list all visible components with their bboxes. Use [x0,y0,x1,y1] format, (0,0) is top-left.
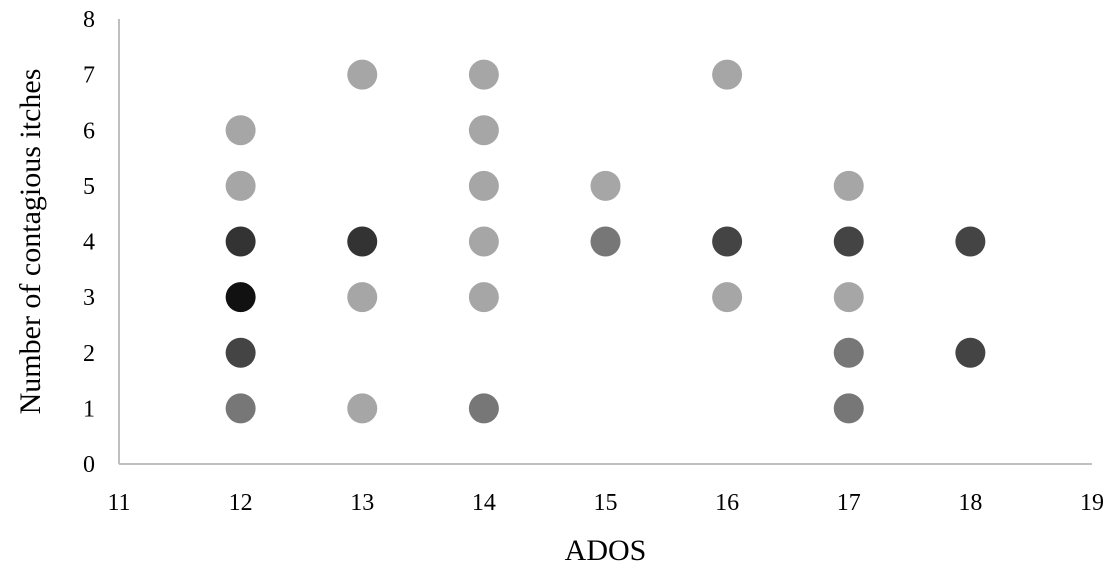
y-axis-title: Number of contagious itches [14,69,47,415]
scatter-point [468,393,499,424]
scatter-point [347,226,378,257]
x-tick-label: 16 [715,490,739,516]
scatter-point [712,226,743,257]
scatter-point [347,393,378,424]
x-tick-label: 13 [350,490,374,516]
y-tick-label: 5 [83,174,95,200]
scatter-point [468,115,499,146]
scatter-point [590,170,621,201]
x-tick-label: 11 [107,490,130,516]
y-tick-label: 8 [83,7,95,33]
data-points [225,59,986,424]
x-tick-label: 17 [837,490,861,516]
scatter-point [955,337,986,368]
y-tick-label: 4 [83,230,95,256]
scatter-point [468,170,499,201]
scatter-point [468,59,499,90]
y-tick-label: 3 [83,285,95,311]
scatter-point [955,226,986,257]
y-tick-label: 2 [83,341,95,367]
y-tick-label: 7 [83,63,95,89]
x-axis: 11 12 13 14 15 16 17 18 19 [107,463,1104,516]
x-tick-label: 12 [229,490,253,516]
scatter-point [225,337,256,368]
scatter-point [833,393,864,424]
scatter-point [225,393,256,424]
scatter-point [225,115,256,146]
x-tick-label: 19 [1080,490,1104,516]
scatter-point [225,282,256,313]
y-axis: 0 1 2 3 4 5 6 7 8 [83,7,120,478]
scatter-point [833,170,864,201]
scatter-point [712,282,743,313]
y-tick-label: 6 [83,118,95,144]
scatter-point [833,337,864,368]
y-tick-label: 1 [83,396,95,422]
scatter-point [225,170,256,201]
scatter-point [712,59,743,90]
x-axis-title: ADOS [565,534,647,567]
scatter-point [590,226,621,257]
x-tick-label: 14 [472,490,496,516]
scatter-point [468,282,499,313]
scatter-point [347,282,378,313]
x-tick-label: 15 [594,490,618,516]
scatter-point [833,226,864,257]
scatter-point [347,59,378,90]
x-tick-label: 18 [958,490,982,516]
scatter-point [833,282,864,313]
scatter-point [225,226,256,257]
scatter-point [468,226,499,257]
y-tick-label: 0 [83,452,95,478]
